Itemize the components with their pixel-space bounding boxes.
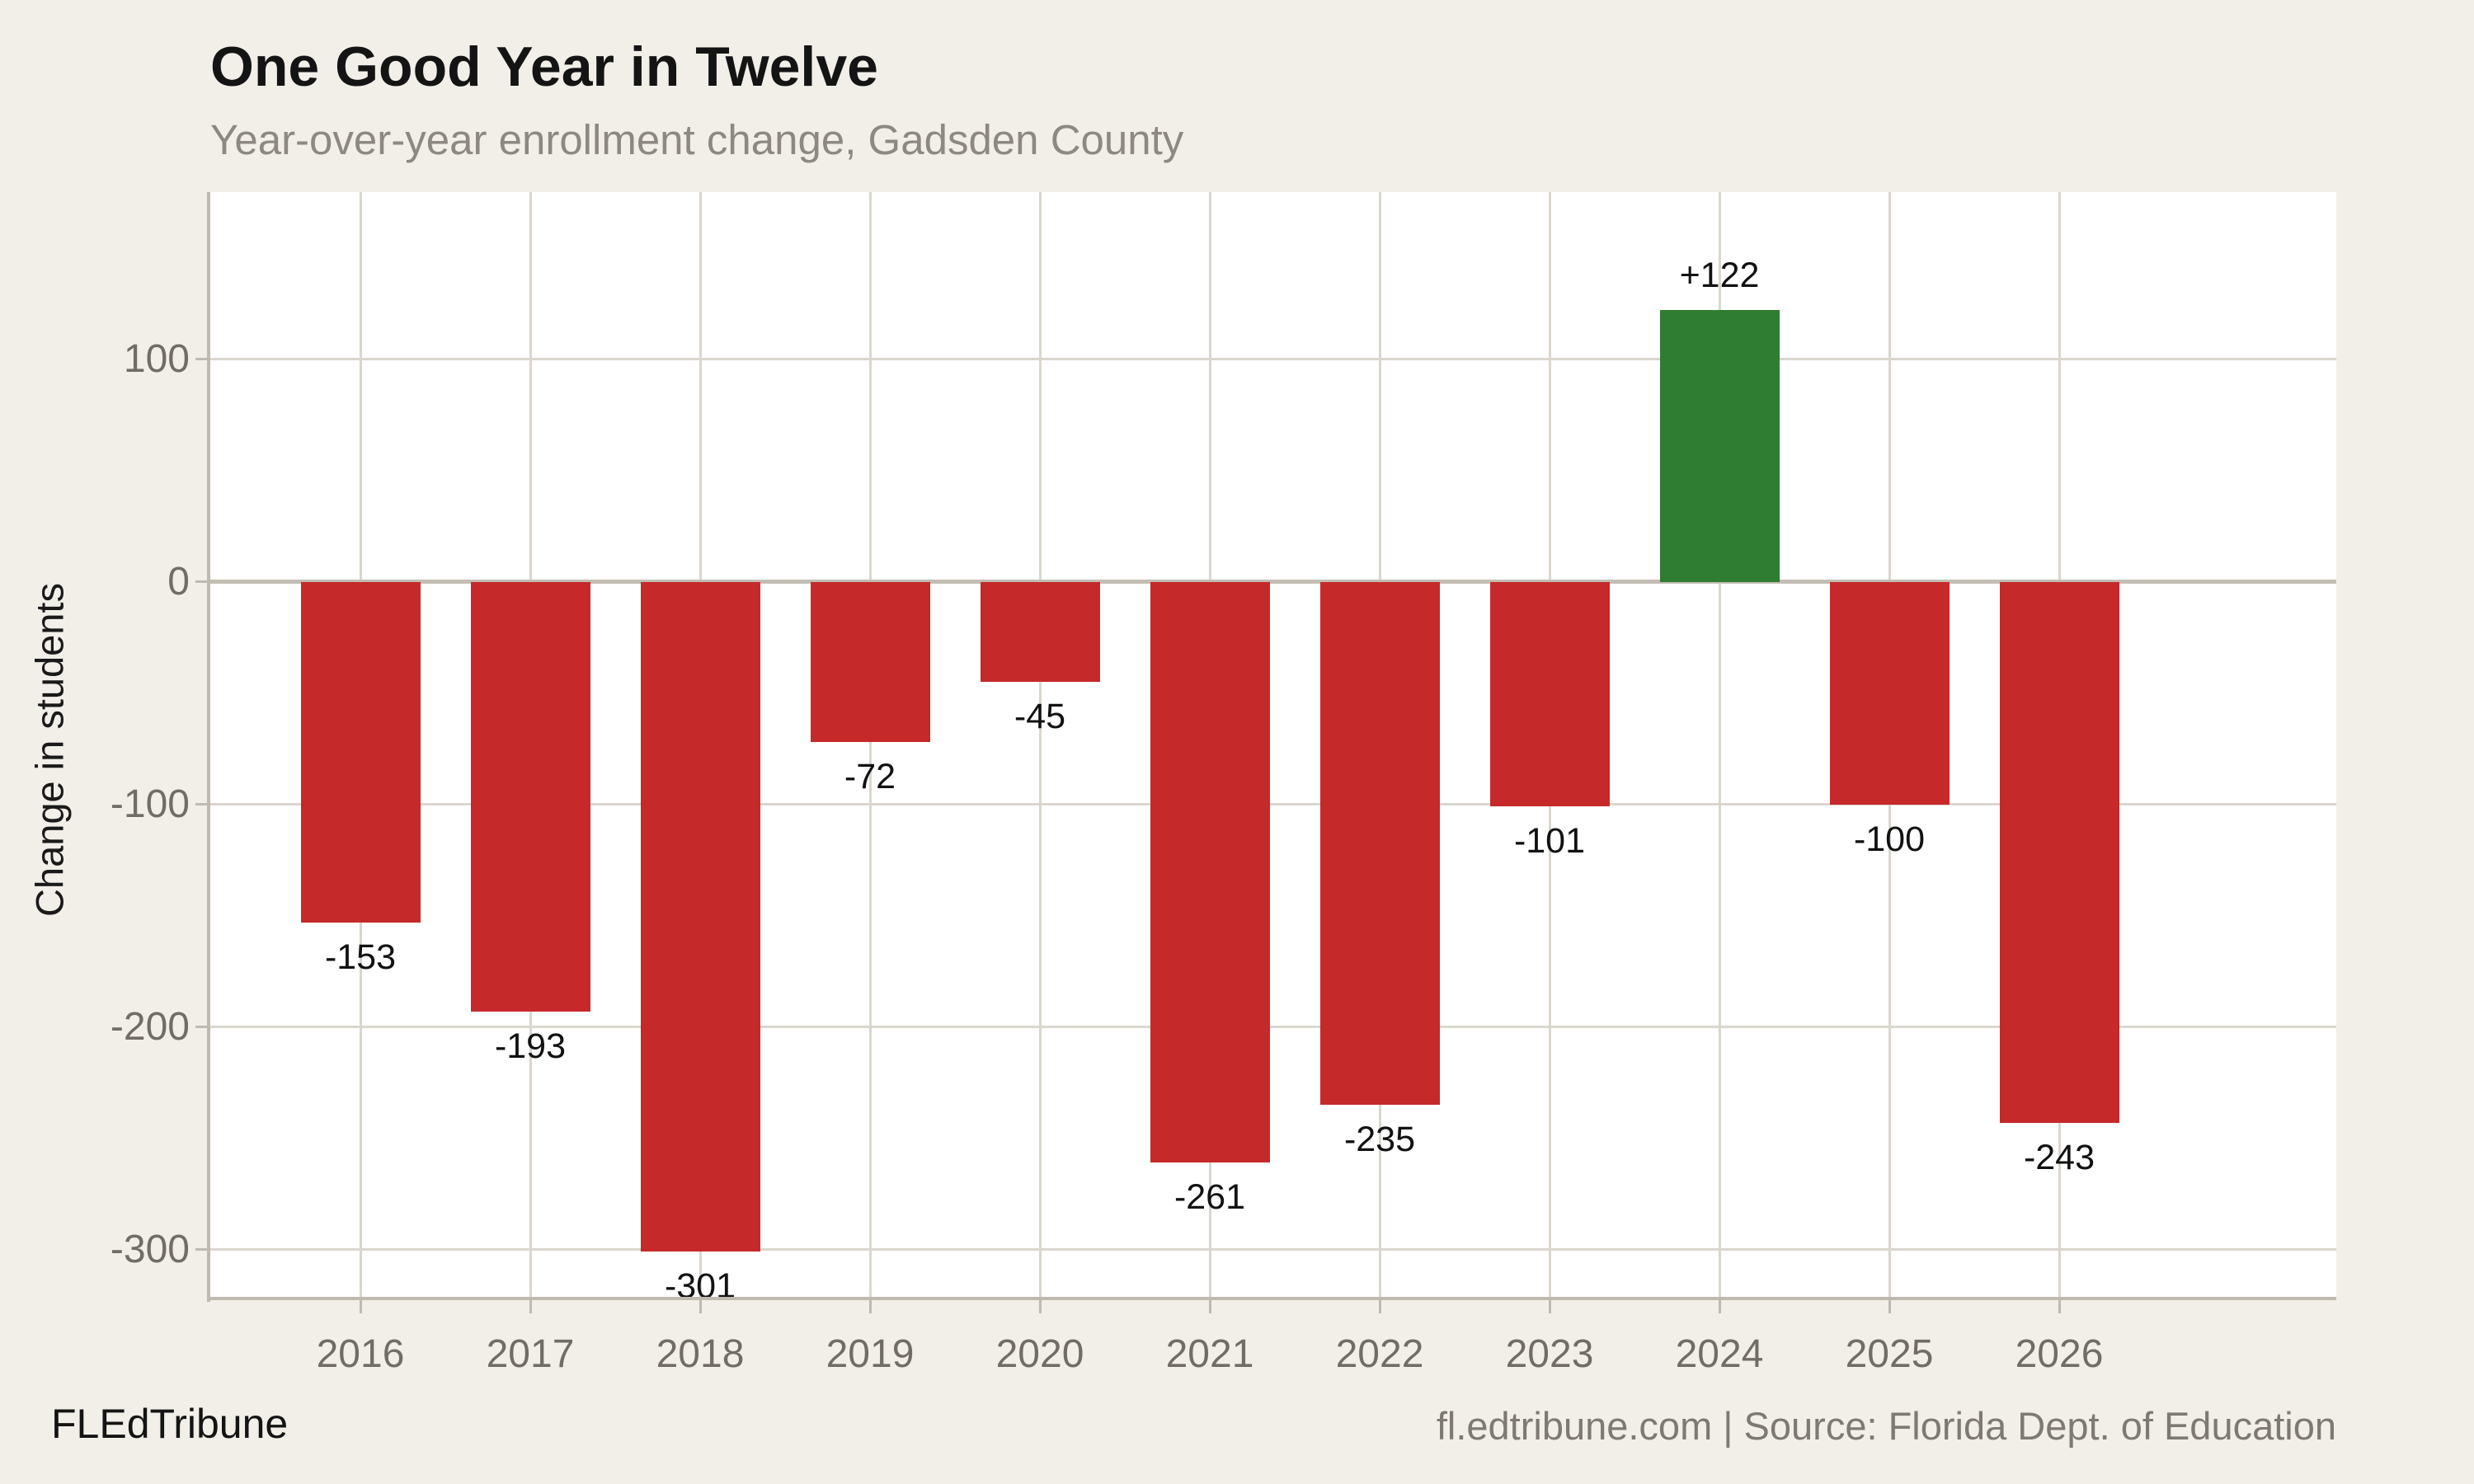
bar-2026 (1999, 581, 2119, 1123)
chart-title: One Good Year in Twelve (210, 35, 878, 98)
y-tick-label--100: -100 (110, 782, 190, 826)
bar-value-label-2026: -243 (2023, 1137, 2095, 1177)
y-tick-mark--200 (195, 1026, 209, 1029)
x-axis-line (207, 1297, 2336, 1300)
bar-2016 (300, 581, 421, 923)
x-tick-mark-2016 (359, 1298, 362, 1313)
bar-value-label-2019: -72 (844, 756, 896, 796)
bar-2021 (1150, 581, 1270, 1163)
x-tick-mark-2019 (868, 1298, 872, 1313)
plot-panel: -153 -193 -301 -72 -45 -261 -235 -101 +122 -100 -2… (209, 192, 2336, 1306)
x-tick-label-2019: 2019 (825, 1332, 915, 1376)
x-tick-mark-2022 (1378, 1298, 1381, 1313)
x-tick-label-2021: 2021 (1165, 1332, 1254, 1376)
gridline-y-100 (209, 358, 2336, 360)
x-tick-mark-2020 (1038, 1298, 1042, 1313)
x-tick-mark-2018 (698, 1298, 702, 1313)
y-tick-label--300: -300 (110, 1227, 190, 1271)
gridline-y--200 (209, 1026, 2336, 1029)
x-tick-label-2022: 2022 (1335, 1332, 1424, 1376)
x-tick-label-2024: 2024 (1675, 1332, 1764, 1376)
bar-value-label-2016: -153 (324, 937, 397, 977)
zero-line (209, 580, 2336, 585)
footer-brand: FLEdTribune (51, 1401, 289, 1447)
bar-value-label-2020: -45 (1014, 697, 1066, 737)
chart-subtitle: Year-over-year enrollment change, Gadsde… (210, 116, 1184, 163)
y-tick-mark--100 (195, 803, 209, 806)
bar-value-label-2022: -235 (1343, 1120, 1416, 1160)
y-tick-mark--300 (195, 1248, 209, 1252)
x-tick-mark-2023 (1548, 1298, 1551, 1313)
x-tick-mark-2025 (1888, 1298, 1891, 1313)
bar-value-label-2024: +122 (1679, 256, 1760, 296)
gridline-y--100 (209, 803, 2336, 806)
bar-2025 (1829, 581, 1950, 805)
bar-2019 (810, 581, 930, 742)
bar-value-label-2025: -100 (1853, 819, 1926, 859)
x-tick-label-2023: 2023 (1505, 1332, 1594, 1376)
x-tick-mark-2017 (529, 1298, 532, 1313)
gridline-x-2019 (868, 192, 872, 1298)
x-tick-mark-2021 (1208, 1298, 1211, 1313)
x-tick-mark-2026 (2058, 1298, 2061, 1313)
bar-2017 (470, 581, 590, 1012)
bar-value-label-2017: -193 (494, 1026, 567, 1066)
x-tick-label-2026: 2026 (2015, 1332, 2104, 1376)
y-tick-label-0: 0 (167, 559, 190, 603)
y-tick-mark-0 (195, 580, 209, 584)
y-axis-line (207, 192, 210, 1302)
bar-2022 (1319, 581, 1440, 1106)
x-tick-label-2018: 2018 (656, 1332, 745, 1376)
gridline-x-2024 (1718, 192, 1721, 1298)
bar-2023 (1489, 581, 1610, 807)
bar-2024 (1659, 310, 1780, 582)
x-tick-label-2016: 2016 (316, 1332, 405, 1376)
bar-value-label-2023: -101 (1513, 821, 1586, 862)
footer-source-attribution: fl.edtribune.com | Source: Florida Dept.… (1436, 1404, 2336, 1448)
y-tick-label-100: 100 (123, 336, 190, 381)
bar-2020 (980, 581, 1100, 683)
y-tick-mark-100 (195, 358, 209, 360)
y-tick-label--200: -200 (110, 1004, 190, 1049)
x-tick-label-2025: 2025 (1845, 1332, 1934, 1376)
x-tick-mark-2024 (1718, 1298, 1721, 1313)
bar-value-label-2021: -261 (1174, 1177, 1246, 1218)
x-tick-label-2020: 2020 (995, 1332, 1084, 1376)
x-tick-label-2017: 2017 (486, 1332, 575, 1376)
bar-2018 (640, 581, 760, 1252)
gridline-y--300 (209, 1248, 2336, 1252)
gridline-x-2020 (1038, 192, 1042, 1298)
